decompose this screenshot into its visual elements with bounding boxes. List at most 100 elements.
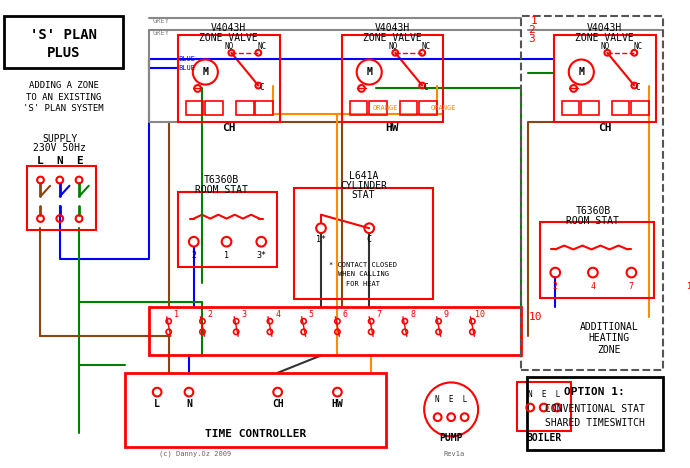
Text: N  E  L: N E L — [528, 389, 560, 399]
Text: ORANGE: ORANGE — [431, 105, 456, 111]
Bar — [581, 101, 599, 116]
Text: 7: 7 — [376, 310, 382, 320]
Text: 3: 3 — [241, 310, 246, 320]
Bar — [369, 101, 386, 116]
Text: Rev1a: Rev1a — [444, 451, 464, 457]
Bar — [612, 101, 629, 116]
Text: 3*: 3* — [256, 251, 266, 260]
Text: 1*: 1* — [316, 235, 326, 244]
Bar — [255, 101, 273, 116]
Text: HEATING: HEATING — [589, 333, 630, 343]
Text: L: L — [154, 399, 160, 409]
Bar — [562, 101, 580, 116]
Text: ORANGE: ORANGE — [373, 105, 398, 111]
Text: 4: 4 — [275, 310, 280, 320]
Text: NC: NC — [633, 43, 643, 51]
Bar — [554, 36, 656, 122]
Text: N  E  L: N E L — [435, 395, 467, 404]
Text: HW: HW — [331, 399, 344, 409]
Text: ROOM STAT: ROOM STAT — [566, 215, 620, 226]
Text: SUPPLY: SUPPLY — [42, 133, 77, 144]
Text: GREY: GREY — [152, 18, 169, 24]
Text: BLUE: BLUE — [178, 56, 195, 62]
Bar — [342, 36, 444, 122]
Text: 230V 50Hz: 230V 50Hz — [33, 143, 86, 153]
Bar — [186, 101, 204, 116]
Text: 1: 1 — [174, 310, 179, 320]
Text: C: C — [366, 235, 372, 244]
Bar — [631, 101, 649, 116]
Bar — [527, 377, 663, 450]
Text: CH: CH — [598, 123, 611, 133]
Text: 10: 10 — [687, 282, 690, 291]
Text: V4043H: V4043H — [211, 23, 246, 33]
Text: TIME CONTROLLER: TIME CONTROLLER — [205, 429, 306, 439]
Text: N: N — [186, 399, 192, 409]
Text: ZONE: ZONE — [598, 344, 621, 355]
Bar — [150, 307, 520, 356]
Text: GREY: GREY — [152, 29, 169, 36]
Text: N: N — [57, 156, 63, 166]
Text: 'S' PLAN: 'S' PLAN — [30, 29, 97, 43]
Text: 3: 3 — [529, 34, 535, 44]
Text: C: C — [636, 83, 640, 92]
Bar — [294, 188, 433, 299]
Text: 2: 2 — [553, 282, 558, 291]
Text: T6360B: T6360B — [204, 175, 239, 185]
Text: 10: 10 — [529, 312, 542, 322]
Bar — [178, 191, 277, 267]
Bar — [4, 16, 124, 68]
Text: 7: 7 — [629, 282, 634, 291]
Bar — [206, 101, 223, 116]
Text: STAT: STAT — [352, 190, 375, 200]
Text: 1: 1 — [531, 16, 538, 26]
Text: T6360B: T6360B — [575, 206, 611, 216]
Text: C: C — [424, 83, 428, 92]
Text: CH: CH — [272, 399, 284, 409]
Text: NC: NC — [257, 43, 267, 51]
Text: M: M — [366, 67, 372, 77]
Text: * CONTACT CLOSED: * CONTACT CLOSED — [329, 262, 397, 268]
Text: ZONE VALVE: ZONE VALVE — [199, 33, 258, 44]
Text: 2: 2 — [529, 25, 535, 35]
Text: PLUS: PLUS — [47, 46, 80, 60]
Text: CYLINDER: CYLINDER — [340, 181, 387, 191]
Text: HW: HW — [386, 123, 399, 133]
Bar — [420, 101, 437, 116]
Text: 2: 2 — [208, 310, 213, 320]
Text: 2: 2 — [191, 251, 196, 260]
Text: L: L — [37, 156, 44, 166]
Bar — [126, 373, 386, 447]
Text: BOILER: BOILER — [526, 433, 562, 443]
Text: L641A: L641A — [348, 171, 378, 181]
Bar — [178, 36, 279, 122]
Bar — [27, 166, 97, 230]
Text: NC: NC — [422, 43, 431, 51]
Text: PUMP: PUMP — [440, 433, 463, 443]
Text: ADDING A ZONE: ADDING A ZONE — [29, 81, 99, 90]
Text: ADDITIONAL: ADDITIONAL — [580, 322, 639, 331]
Text: CONVENTIONAL STAT: CONVENTIONAL STAT — [545, 404, 644, 415]
Text: BLUE: BLUE — [178, 65, 195, 71]
Bar — [540, 222, 653, 298]
Text: C: C — [260, 83, 264, 92]
Text: TO AN EXISTING: TO AN EXISTING — [26, 93, 101, 102]
Text: NO: NO — [388, 43, 398, 51]
Text: ROOM STAT: ROOM STAT — [195, 185, 248, 195]
Text: 'S' PLAN SYSTEM: 'S' PLAN SYSTEM — [23, 104, 104, 113]
Text: ZONE VALVE: ZONE VALVE — [363, 33, 422, 44]
Text: V4043H: V4043H — [375, 23, 410, 33]
Text: (c) Danny.Oz 2009: (c) Danny.Oz 2009 — [159, 451, 231, 457]
Text: 1: 1 — [224, 251, 229, 260]
Text: 10: 10 — [475, 310, 485, 320]
Text: NO: NO — [601, 43, 610, 51]
Text: 6: 6 — [343, 310, 348, 320]
Bar — [350, 101, 367, 116]
Text: WHEN CALLING: WHEN CALLING — [338, 271, 389, 278]
Text: V4043H: V4043H — [586, 23, 622, 33]
Text: SHARED TIMESWITCH: SHARED TIMESWITCH — [545, 418, 644, 428]
Text: NO: NO — [225, 43, 234, 51]
Bar — [236, 101, 253, 116]
Text: 8: 8 — [410, 310, 415, 320]
Text: 9: 9 — [444, 310, 448, 320]
